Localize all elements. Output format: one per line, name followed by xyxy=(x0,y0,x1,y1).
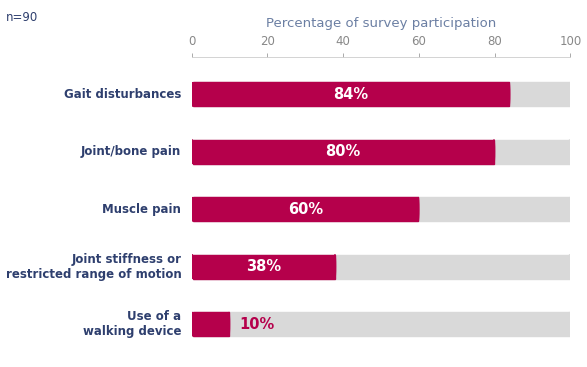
Wedge shape xyxy=(192,197,193,221)
Wedge shape xyxy=(192,255,193,279)
Wedge shape xyxy=(192,140,193,164)
Wedge shape xyxy=(569,255,571,279)
Wedge shape xyxy=(192,255,193,279)
Bar xyxy=(193,197,418,221)
Text: n=90: n=90 xyxy=(6,11,38,24)
Bar xyxy=(193,312,569,336)
X-axis label: Percentage of survey participation: Percentage of survey participation xyxy=(266,17,496,30)
Bar xyxy=(193,82,509,106)
Bar xyxy=(193,255,335,279)
Bar xyxy=(193,312,229,336)
Bar xyxy=(193,255,569,279)
Text: 84%: 84% xyxy=(333,87,368,102)
Text: 38%: 38% xyxy=(246,259,281,274)
Wedge shape xyxy=(335,255,336,279)
Text: 80%: 80% xyxy=(326,144,361,159)
Text: 60%: 60% xyxy=(288,202,323,217)
Wedge shape xyxy=(569,140,571,164)
Bar xyxy=(193,140,494,164)
Wedge shape xyxy=(192,312,193,336)
Wedge shape xyxy=(494,140,495,164)
Wedge shape xyxy=(569,197,571,221)
Bar xyxy=(193,140,569,164)
Bar xyxy=(193,197,569,221)
Wedge shape xyxy=(192,82,193,106)
Wedge shape xyxy=(192,140,193,164)
Wedge shape xyxy=(418,197,419,221)
Wedge shape xyxy=(192,312,193,336)
Wedge shape xyxy=(509,82,510,106)
Wedge shape xyxy=(569,82,571,106)
Wedge shape xyxy=(569,312,571,336)
Wedge shape xyxy=(192,197,193,221)
Text: 10%: 10% xyxy=(239,317,274,332)
Bar xyxy=(193,82,569,106)
Wedge shape xyxy=(229,312,230,336)
Wedge shape xyxy=(192,82,193,106)
